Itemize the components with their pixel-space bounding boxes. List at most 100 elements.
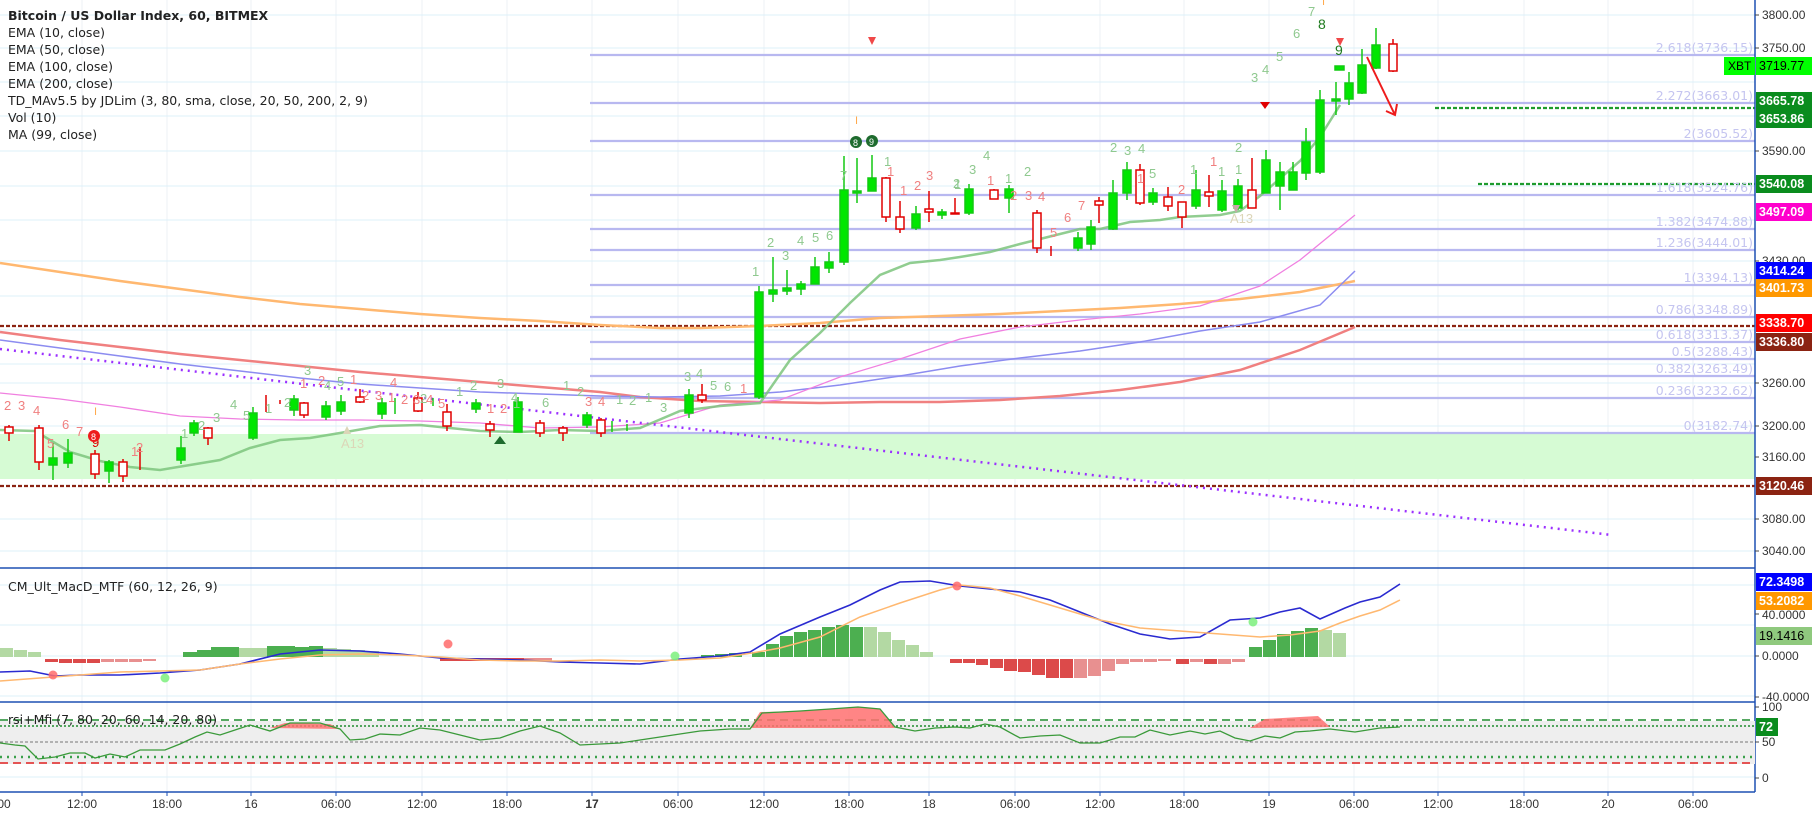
study-ema10[interactable]: EMA (10, close) (8, 25, 106, 40)
svg-text:4: 4 (1138, 141, 1145, 156)
svg-text:3: 3 (660, 400, 667, 415)
svg-text:3: 3 (1251, 70, 1258, 85)
rsi-tick: 50 (1762, 735, 1776, 749)
svg-text:9: 9 (869, 137, 874, 147)
svg-text:I: I (855, 115, 858, 127)
svg-text:1: 1 (300, 376, 307, 391)
svg-text:3: 3 (969, 162, 976, 177)
time-label: 06:00 (1677, 797, 1709, 811)
svg-text:9: 9 (1335, 42, 1343, 58)
svg-text:1: 1 (616, 392, 623, 407)
fib-label-0382: 0.382(3263.49) (1655, 361, 1753, 376)
svg-text:6: 6 (826, 228, 833, 243)
price-tick: 3200.00 (1762, 419, 1806, 433)
macd-cross-buy-3 (670, 651, 680, 661)
svg-text:I: I (94, 406, 97, 418)
price-tick: 3800.00 (1762, 8, 1806, 22)
svg-text:2: 2 (4, 398, 11, 413)
svg-text:1: 1 (645, 390, 652, 405)
time-label: 18:00 (833, 797, 865, 811)
svg-text:3: 3 (585, 394, 592, 409)
svg-text:7: 7 (840, 168, 847, 183)
svg-text:6: 6 (542, 395, 549, 410)
ema100-line (0, 325, 1356, 405)
fib-label-05: 0.5(3288.43) (1671, 344, 1753, 359)
svg-text:5: 5 (812, 230, 819, 245)
svg-text:9: 9 (92, 435, 99, 450)
svg-text:2: 2 (1024, 164, 1031, 179)
svg-text:4: 4 (983, 148, 990, 163)
ema50-tag: 3414.24 (1756, 262, 1812, 280)
svg-text:A13: A13 (1230, 211, 1253, 226)
level-tag-3540: 3540.08 (1756, 175, 1812, 193)
svg-text:4: 4 (390, 375, 397, 390)
svg-text:4: 4 (511, 390, 518, 405)
svg-text:1: 1 (1137, 171, 1144, 186)
macd-tick: 40.0000 (1762, 608, 1806, 622)
price-tick: 3590.00 (1762, 144, 1806, 158)
svg-text:2: 2 (1010, 188, 1017, 203)
svg-text:6: 6 (1064, 210, 1071, 225)
time-label: 06:00 (1338, 797, 1370, 811)
svg-text:2: 2 (420, 391, 427, 406)
svg-text:8: 8 (1318, 16, 1326, 32)
fib-label-0: 0(3182.74) (1683, 418, 1753, 433)
study-ema100[interactable]: EMA (100, close) (8, 59, 113, 74)
svg-text:2: 2 (284, 395, 291, 410)
study-volume[interactable]: Vol (10) (8, 110, 57, 125)
level-tag-3653: 3653.86 (1756, 110, 1812, 128)
svg-text:7: 7 (1308, 4, 1315, 19)
svg-text:5: 5 (1276, 49, 1283, 64)
svg-text:3: 3 (213, 410, 220, 425)
ema200-tag: 3336.80 (1756, 333, 1812, 351)
svg-text:2: 2 (500, 401, 507, 416)
svg-text:4: 4 (33, 403, 40, 418)
horizontal-levels (0, 106, 1755, 488)
study-ma99[interactable]: MA (99, close) (8, 127, 98, 142)
svg-text:1: 1 (1210, 154, 1217, 169)
svg-text:5: 5 (337, 374, 344, 389)
time-label: 06:00 (999, 797, 1031, 811)
td-ma-line (0, 104, 1342, 472)
support-zone (0, 434, 1755, 479)
price-tick: 3750.00 (1762, 41, 1806, 55)
svg-text:1: 1 (1235, 162, 1242, 177)
macd-cross-sell-3 (443, 639, 453, 649)
macd-tick: 0.0000 (1762, 649, 1799, 663)
rsi-pane-label[interactable]: rsi+Mfi (7, 80, 20, 60, 14, 20, 80) (8, 712, 218, 727)
study-td-ma[interactable]: TD_MAv5.5 by JDLim (3, 80, sma, close, 2… (8, 93, 368, 108)
study-ema50[interactable]: EMA (50, close) (8, 42, 106, 57)
svg-text:5: 5 (1050, 225, 1057, 240)
fib-label-2618: 2.618(3736.15) (1655, 40, 1753, 55)
rsi-overbought-fill-2 (1250, 716, 1330, 728)
svg-text:6: 6 (62, 417, 69, 432)
study-ema200[interactable]: EMA (200, close) (8, 76, 113, 91)
svg-text:8: 8 (853, 138, 858, 148)
svg-text:3: 3 (304, 363, 311, 378)
svg-text:2: 2 (318, 373, 325, 388)
svg-text:2: 2 (401, 392, 408, 407)
time-label: 06:00 (320, 797, 352, 811)
macd-pane-label[interactable]: CM_Ult_MacD_MTF (60, 12, 26, 9) (8, 579, 218, 594)
symbol-title[interactable]: Bitcoin / US Dollar Index, 60, BITMEX (8, 8, 269, 23)
svg-text:1: 1 (350, 372, 357, 387)
time-label: 12:00 (66, 797, 98, 811)
svg-text:7: 7 (1078, 198, 1085, 213)
ema10-line (0, 214, 1356, 429)
svg-text:2: 2 (1110, 140, 1117, 155)
svg-text:1: 1 (513, 396, 520, 411)
svg-text:4: 4 (1038, 189, 1045, 204)
chart-legend: Bitcoin / US Dollar Index, 60, BITMEX EM… (8, 7, 368, 143)
time-label: 18:00 (151, 797, 183, 811)
fib-label-1236: 1.236(3444.01) (1655, 235, 1753, 250)
svg-text:3: 3 (782, 248, 789, 263)
histogram-value-tag: 19.1416 (1756, 627, 1812, 645)
fib-label-0618: 0.618(3313.37) (1655, 327, 1753, 342)
time-label: 00 (0, 797, 11, 811)
svg-text:1: 1 (1190, 162, 1197, 177)
candlesticks (4, 28, 1398, 483)
svg-text:1: 1 (954, 177, 961, 192)
svg-text:2: 2 (1235, 140, 1242, 155)
